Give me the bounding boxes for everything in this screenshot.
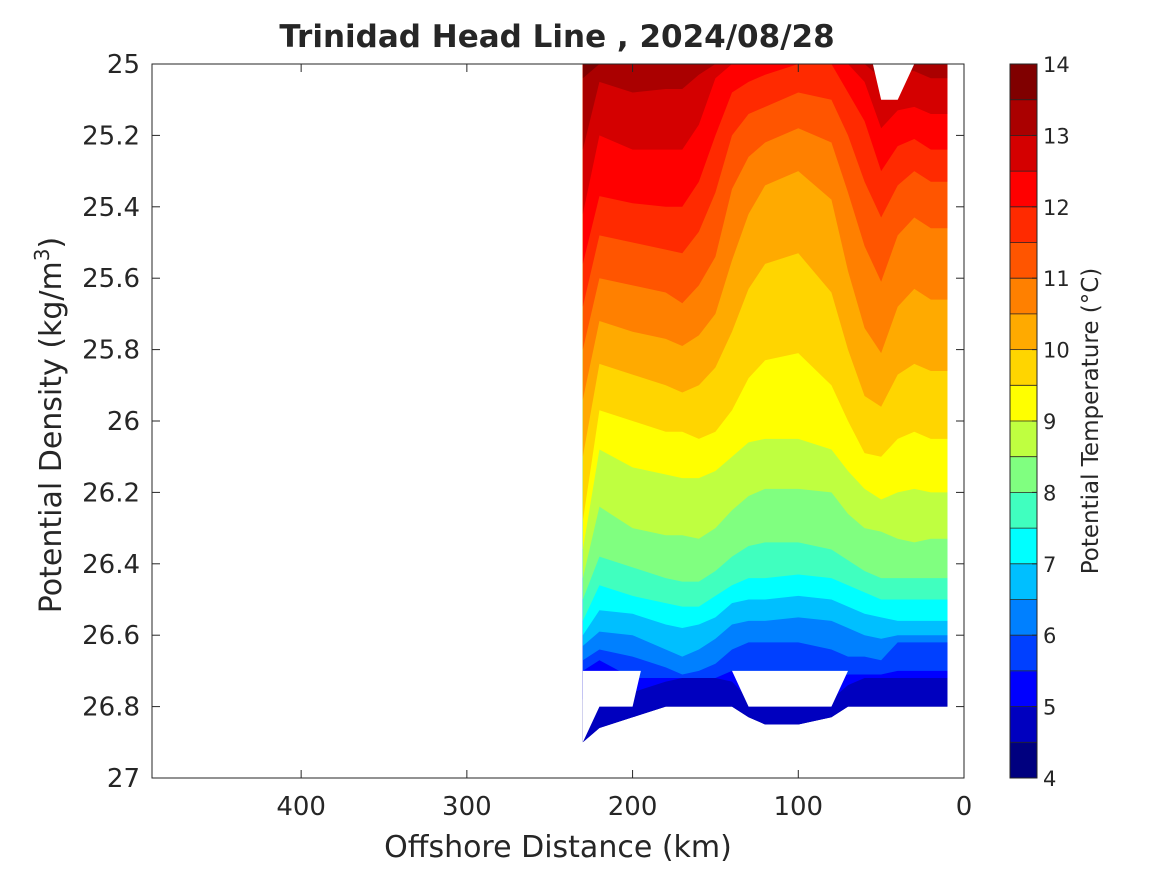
y-tick-label: 26.4 xyxy=(82,550,140,580)
colorbar-swatch xyxy=(1010,99,1037,136)
colorbar-swatch xyxy=(1010,171,1037,208)
colorbar-label: Potential Temperature (°C) xyxy=(1078,268,1104,575)
x-tick-label: 0 xyxy=(956,792,973,822)
colorbar: 14 13 12 11 10 9 8 7 6 5 4 xyxy=(1009,53,1070,791)
colorbar-tick-label: 11 xyxy=(1043,267,1070,291)
colorbar-swatch xyxy=(1010,349,1037,386)
colorbar-swatch xyxy=(1010,742,1037,779)
colorbar-swatch xyxy=(1010,135,1037,172)
colorbar-swatch xyxy=(1010,313,1037,351)
contour-band-13 xyxy=(582,64,948,150)
colorbar-swatches xyxy=(1010,64,1037,779)
colorbar-swatch xyxy=(1010,492,1037,529)
x-axis-label: Offshore Distance (km) xyxy=(384,830,732,865)
colorbar-tick-label: 9 xyxy=(1043,410,1056,434)
colorbar-ticks: 14 13 12 11 10 9 8 7 6 5 4 xyxy=(1010,53,1070,791)
y-axis: 25 25.2 25.4 25.6 25.8 26 26.2 26.4 26.6 26.8 27 xyxy=(82,50,964,794)
colorbar-swatch xyxy=(1010,670,1037,708)
colorbar-tick-label: 13 xyxy=(1043,124,1070,148)
colorbar-swatch xyxy=(1010,385,1037,422)
colorbar-tick-label: 8 xyxy=(1043,481,1056,505)
colorbar-swatch xyxy=(1010,456,1037,493)
colorbar-swatch xyxy=(1010,278,1037,315)
y-axis-label: Potential Density (kg/m3) xyxy=(30,237,69,613)
y-tick-label: 26.8 xyxy=(82,693,140,723)
y-tick-label: 25.2 xyxy=(82,121,140,151)
colorbar-swatch xyxy=(1010,528,1037,565)
y-tick-label: 25.6 xyxy=(82,264,140,294)
colorbar-tick-label: 6 xyxy=(1043,624,1056,648)
x-axis: 400 300 200 100 0 xyxy=(276,64,972,822)
colorbar-tick-label: 12 xyxy=(1043,196,1070,220)
masked-regions xyxy=(582,64,915,743)
contour-band-12-5 xyxy=(582,64,948,214)
colorbar-tick-label: 4 xyxy=(1043,767,1056,791)
colorbar-tick-label: 10 xyxy=(1043,339,1070,363)
x-tick-label: 200 xyxy=(608,792,658,822)
colorbar-tick-label: 7 xyxy=(1043,553,1056,577)
x-tick-label: 400 xyxy=(276,792,326,822)
x-tick-label: 100 xyxy=(773,792,823,822)
masked-bottom_gap_2 xyxy=(715,670,882,707)
masked-surface-notch xyxy=(872,64,915,100)
y-tick-label: 26.6 xyxy=(82,621,140,651)
y-tick-label: 25.4 xyxy=(82,193,140,223)
y-tick-label: 27 xyxy=(107,764,140,794)
colorbar-swatch xyxy=(1010,635,1037,672)
y-tick-label: 26.2 xyxy=(82,478,140,508)
colorbar-swatch xyxy=(1010,242,1037,279)
colorbar-swatch xyxy=(1010,421,1037,458)
chart-title: Trinidad Head Line , 2024/08/28 xyxy=(279,19,834,55)
x-tick-label: 300 xyxy=(442,792,492,822)
colorbar-tick-label: 14 xyxy=(1043,53,1070,77)
y-tick-label: 25.8 xyxy=(82,336,140,366)
colorbar-swatch xyxy=(1010,599,1037,636)
masked-bottom_gap_1 xyxy=(582,670,650,743)
contour-fills xyxy=(582,64,948,743)
y-tick-label: 26 xyxy=(107,407,140,437)
plot-area xyxy=(151,63,965,779)
colorbar-swatch xyxy=(1010,706,1037,743)
colorbar-tick-label: 5 xyxy=(1043,696,1056,720)
colorbar-swatch xyxy=(1010,64,1037,101)
y-tick-label: 25 xyxy=(107,50,140,80)
colorbar-swatch xyxy=(1010,563,1037,600)
colorbar-swatch xyxy=(1010,206,1037,243)
